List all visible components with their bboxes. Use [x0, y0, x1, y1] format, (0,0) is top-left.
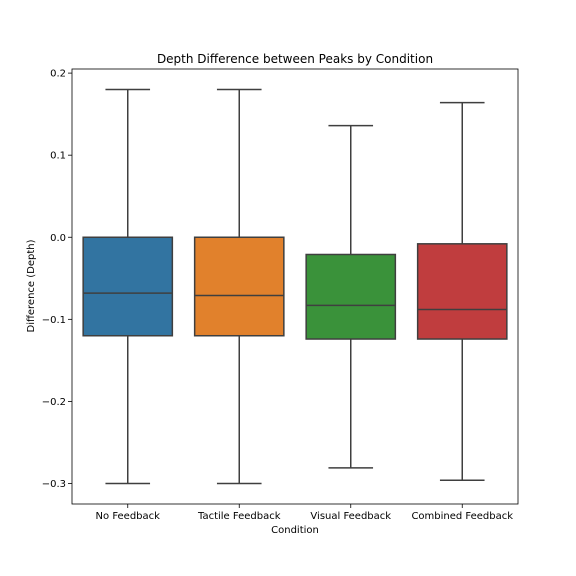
box-tactile-feedback [193, 236, 285, 337]
y-tick-label: −0.3 [42, 479, 66, 490]
x-tick-label: Tactile Feedback [197, 511, 281, 522]
plot-frame [71, 68, 519, 505]
x-tick-label: No Feedback [96, 511, 161, 522]
x-tick-label: Visual Feedback [310, 511, 391, 522]
y-tick-label: 0.2 [50, 69, 66, 80]
x-axis-label: Condition [271, 525, 319, 536]
chart-title: Depth Difference between Peaks by Condit… [157, 52, 433, 66]
plot-area: 0.2 0.1 0.0 −0.1 −0.2 −0.3 No Feedback Tactile … [42, 68, 519, 522]
box-no-feedback [82, 236, 174, 337]
y-tick-label: −0.2 [42, 397, 66, 408]
y-tick-label: 0.1 [50, 151, 66, 162]
y-axis-label: Difference (Depth) [26, 239, 37, 332]
y-tick-label: −0.1 [42, 315, 66, 326]
box-visual-feedback [305, 253, 397, 340]
y-tick-label: 0.0 [50, 233, 66, 244]
box-combined-feedback [416, 243, 508, 340]
x-tick-label: Combined Feedback [411, 511, 513, 522]
